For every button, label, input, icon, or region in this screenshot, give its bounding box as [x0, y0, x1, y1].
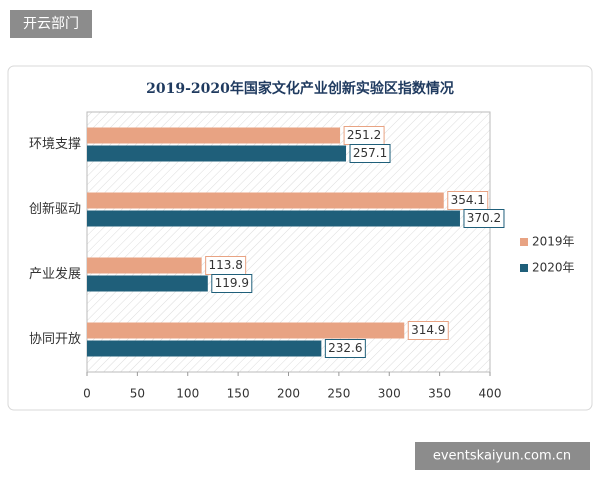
bar [87, 322, 405, 339]
legend-label: 2020年 [532, 261, 575, 275]
watermark: eventskaiyun.com.cn [433, 449, 571, 464]
x-tick-label: 250 [327, 387, 350, 401]
y-tick-label: 环境支撑 [29, 137, 81, 152]
x-tick-label: 300 [378, 387, 401, 401]
x-tick-label: 200 [277, 387, 300, 401]
data-label: 113.8 [208, 258, 242, 272]
header-badge [10, 10, 92, 38]
x-tick-label: 400 [479, 387, 502, 401]
legend-label: 2019年 [532, 235, 575, 249]
data-label: 257.1 [353, 146, 387, 160]
x-tick-label: 350 [428, 387, 451, 401]
bar [87, 340, 322, 357]
chart-title: 2019-2020年国家文化产业创新实验区指数情况 [146, 80, 454, 97]
bar [87, 127, 341, 144]
data-label: 314.9 [411, 323, 445, 337]
x-tick-label: 100 [176, 387, 199, 401]
header-label: 开云部门 [23, 16, 79, 32]
data-label: 370.2 [467, 211, 501, 225]
bar [87, 145, 347, 162]
y-tick-label: 创新驱动 [29, 201, 81, 217]
data-label-box [324, 339, 366, 358]
data-label-box [407, 321, 449, 340]
bar [87, 192, 444, 209]
data-label-box [349, 144, 391, 163]
x-tick-label: 0 [83, 387, 91, 401]
data-label-box [211, 274, 253, 293]
data-label: 354.1 [451, 193, 485, 207]
y-tick-label: 产业发展 [29, 266, 81, 282]
legend-swatch [520, 264, 528, 272]
y-tick-label: 协同开放 [29, 332, 81, 347]
data-label: 119.9 [215, 276, 249, 290]
x-tick-label: 50 [130, 387, 145, 401]
bar [87, 275, 208, 292]
footer-badge [415, 442, 590, 470]
data-label: 251.2 [347, 128, 381, 142]
bar [87, 257, 202, 274]
x-tick-label: 150 [227, 387, 250, 401]
legend-swatch [520, 238, 528, 246]
bar [87, 210, 460, 227]
data-label-box [463, 209, 505, 228]
data-label: 232.6 [328, 341, 362, 355]
